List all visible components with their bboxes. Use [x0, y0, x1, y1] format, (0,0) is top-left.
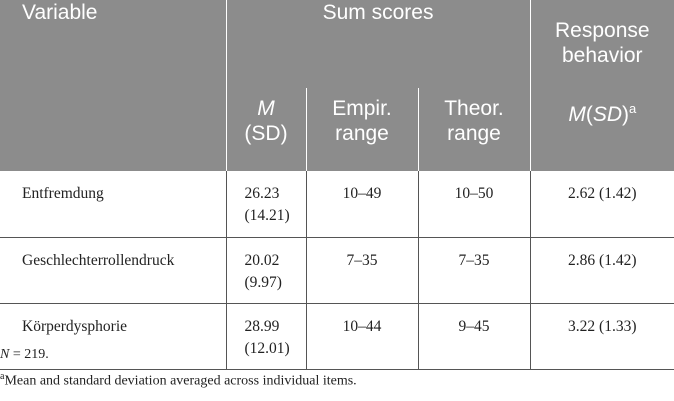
header-msd: M(SD)a — [529, 88, 674, 171]
cell-sd: (12.01) — [244, 339, 290, 357]
header-row-1: Variable Sum scores Response behavior — [0, 0, 674, 88]
table-row: Körperdysphorie 28.99 (12.01) 10–44 9–45… — [0, 303, 674, 370]
cell-empir: 10–44 — [305, 303, 418, 370]
header-variable: Variable — [0, 0, 226, 88]
header-sum-scores: Sum scores — [225, 0, 531, 88]
header-sum-scores-label: Sum scores — [322, 1, 434, 24]
header-empir-line1: Empir. — [332, 97, 392, 120]
header-empir-range: Empir. range — [305, 88, 418, 171]
cell-theor: 9–45 — [417, 303, 531, 370]
header-msd-m: M — [568, 103, 586, 126]
header-msd-open: ( — [585, 103, 593, 126]
table-row: Entfremdung 26.23 (14.21) 10–49 10–50 2.… — [0, 171, 674, 238]
table-row: Geschlechterrollendruck 20.02 (9.97) 7–3… — [0, 237, 674, 304]
header-sd-label: (SD) — [244, 122, 288, 145]
header-theor-line2: range — [447, 122, 501, 145]
cell-m-sd: 20.02 (9.97) — [225, 237, 306, 304]
cell-empir: 10–49 — [305, 171, 418, 238]
header-msd-sup: a — [629, 101, 637, 116]
cell-sd: (9.97) — [244, 273, 282, 291]
n-value: = 219. — [9, 347, 49, 362]
header-row-2: M (SD) Empir. range Theor. range M(SD)a — [0, 88, 674, 171]
footnote-text: Mean and standard deviation averaged acr… — [4, 373, 357, 389]
cell-m: 28.99 — [244, 317, 280, 335]
cell-theor: 7–35 — [417, 237, 531, 304]
cell-response: 2.86 (1.42) — [529, 237, 674, 304]
footnote: aMean and standard deviation averaged ac… — [0, 371, 357, 390]
header-empir-line2: range — [335, 122, 389, 145]
cell-variable: Körperdysphorie — [0, 303, 226, 370]
cell-response: 2.62 (1.42) — [529, 171, 674, 238]
header-response-line2: behavior — [562, 44, 643, 67]
header-theor-range: Theor. range — [417, 88, 531, 171]
header-m-label: M — [257, 97, 275, 120]
header-response-behavior: Response behavior — [529, 0, 674, 88]
sample-size-note: N = 219. — [0, 347, 49, 363]
header-variable-label: Variable — [22, 1, 98, 24]
summary-table: Variable Sum scores Response behavior M … — [0, 0, 674, 370]
cell-sd: (14.21) — [244, 207, 290, 224]
header-m-sd: M (SD) — [225, 88, 306, 171]
cell-theor: 10–50 — [417, 171, 531, 238]
cell-variable: Entfremdung — [0, 171, 226, 238]
cell-m: 26.23 — [244, 185, 280, 202]
header-msd-close: ) — [622, 103, 629, 126]
footnote-marker: a — [0, 371, 5, 382]
header-msd-sd: SD — [592, 103, 622, 126]
header-theor-line1: Theor. — [444, 97, 504, 120]
cell-m: 20.02 — [244, 251, 280, 269]
cell-variable: Geschlechterrollendruck — [0, 237, 226, 304]
header-response-line1: Response — [555, 19, 650, 42]
n-label: N — [0, 347, 10, 362]
cell-response: 3.22 (1.33) — [529, 303, 674, 370]
cell-empir: 7–35 — [305, 237, 418, 304]
cell-m-sd: 28.99 (12.01) — [225, 303, 306, 370]
header-empty-cell — [0, 88, 226, 171]
cell-m-sd: 26.23 (14.21) — [225, 171, 306, 238]
